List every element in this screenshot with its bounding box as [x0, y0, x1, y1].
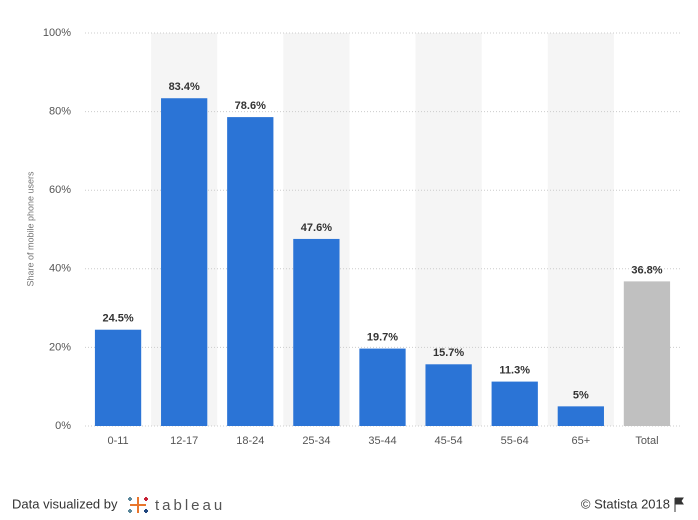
- x-tick-label: 45-54: [435, 435, 463, 447]
- value-label: 15.7%: [433, 347, 464, 359]
- value-label: 36.8%: [631, 264, 662, 276]
- x-tick-label: 0-11: [107, 435, 128, 447]
- y-axis-label: Share of mobile phone users: [25, 171, 35, 287]
- band: [415, 33, 482, 426]
- x-tick-label: 18-24: [236, 435, 264, 447]
- bar: [293, 238, 340, 426]
- x-tick-label: 12-17: [170, 435, 198, 447]
- bar: [623, 281, 671, 426]
- bar: [425, 364, 472, 426]
- value-label: 24.5%: [102, 313, 133, 325]
- bar: [227, 117, 274, 427]
- value-label: 83.4%: [169, 81, 200, 93]
- bar: [491, 381, 538, 426]
- band: [547, 33, 614, 426]
- bar: [557, 406, 604, 426]
- x-tick-label: 55-64: [501, 435, 529, 447]
- x-tick-label: 35-44: [368, 435, 396, 447]
- value-label: 11.3%: [499, 364, 530, 376]
- y-tick-label: 0%: [55, 420, 71, 432]
- y-tick-label: 80%: [49, 106, 71, 118]
- value-label: 19.7%: [367, 331, 398, 343]
- y-tick-label: 100%: [43, 27, 71, 39]
- x-tick-label: 25-34: [302, 435, 330, 447]
- footer-logo: tableau: [155, 497, 225, 514]
- value-label: 78.6%: [235, 100, 266, 112]
- value-label: 47.6%: [301, 222, 332, 234]
- flag-icon: [674, 497, 684, 512]
- footer-credit: Data visualized by: [12, 496, 118, 511]
- x-tick-label: 65+: [571, 435, 590, 447]
- y-tick-label: 60%: [49, 184, 71, 196]
- tableau-icon: [128, 497, 148, 513]
- value-label: 5%: [573, 389, 589, 401]
- footer-copyright: © Statista 2018: [581, 496, 670, 511]
- bar: [94, 329, 142, 426]
- x-tick-label: Total: [635, 435, 658, 447]
- bar: [359, 348, 406, 426]
- y-tick-label: 20%: [49, 341, 71, 353]
- y-tick-label: 40%: [49, 263, 71, 275]
- bar: [161, 98, 208, 426]
